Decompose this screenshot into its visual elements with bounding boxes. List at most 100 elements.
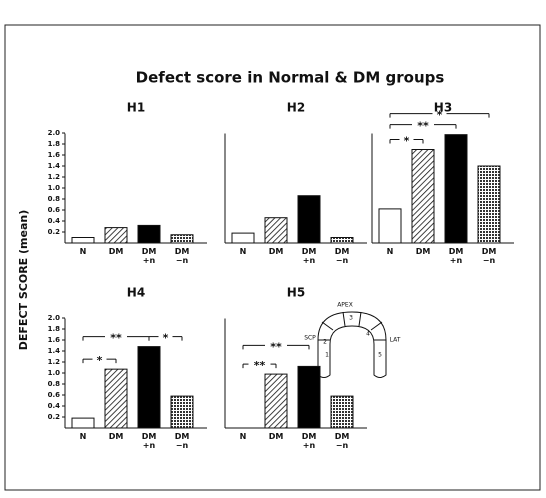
x-tick-label-box: N xyxy=(386,247,394,256)
bar xyxy=(170,395,194,429)
y-axis-label: DEFECT SCORE (mean) xyxy=(17,210,30,350)
y-tick-label: 1.0 xyxy=(48,369,61,377)
x-tick-label-box: N xyxy=(239,432,247,441)
bar xyxy=(71,417,95,429)
bar xyxy=(170,234,194,244)
significance: ** xyxy=(270,340,282,353)
bar xyxy=(477,165,501,244)
y-tick-label: 1.2 xyxy=(48,358,61,366)
y-tick-label: 0.6 xyxy=(48,206,61,214)
y-tick-label: 0.8 xyxy=(48,380,61,388)
bar xyxy=(231,232,255,244)
panel-title: H3 xyxy=(434,101,452,115)
significance: ** xyxy=(254,359,266,372)
x-tick-label-box: DM +n xyxy=(448,247,464,265)
x-tick-label: N xyxy=(79,247,87,256)
x-tick-label: DM −n xyxy=(174,247,190,265)
bar xyxy=(71,237,95,244)
x-tick-label: N xyxy=(239,432,247,441)
diagram-label: 5 xyxy=(378,352,382,359)
diagram-label: 3 xyxy=(349,315,353,322)
y-tick-label: 0.2 xyxy=(48,413,61,421)
y-tick-label: 1.8 xyxy=(48,140,61,148)
x-tick-label: DM xyxy=(108,247,124,256)
x-tick-label-box: DM +n xyxy=(141,247,157,265)
y-tick-label: 1.4 xyxy=(48,347,61,355)
significance: ** xyxy=(110,332,122,345)
x-tick-label-box: N xyxy=(80,432,87,441)
x-tick-label: DM +n xyxy=(141,247,157,265)
y-tick-label: 1.0 xyxy=(48,184,61,192)
x-tick-label-box: DM xyxy=(415,247,431,256)
frame xyxy=(4,24,541,491)
y-tick-label: 2.0 xyxy=(48,314,61,322)
y-tick-label: 1.6 xyxy=(48,151,61,159)
x-tick-label-box: N xyxy=(79,247,87,256)
bar xyxy=(104,227,128,244)
x-tick-label-box: DM +n xyxy=(301,432,317,450)
x-tick-label-box: DM −n xyxy=(174,247,190,265)
y-tick-label: 1.6 xyxy=(48,336,61,344)
significance: ** xyxy=(417,120,429,133)
y-tick-label: 0.4 xyxy=(48,217,61,225)
x-tick-label-box: DM xyxy=(108,247,124,256)
panel-title: H2 xyxy=(287,101,305,115)
x-tick-label: DM −n xyxy=(334,432,350,450)
x-tick-label-box: DM +n xyxy=(301,247,317,265)
y-tick-label: 0.4 xyxy=(48,402,61,410)
x-tick-label-box: DM −n xyxy=(174,432,190,450)
x-tick-label: DM xyxy=(108,432,124,441)
diagram-label: LAT xyxy=(390,337,401,344)
x-tick-label: DM −n xyxy=(334,247,350,265)
bar xyxy=(264,217,288,244)
bar xyxy=(297,365,321,429)
diagram-label: SCP xyxy=(304,335,316,342)
diagram-label: 1 xyxy=(325,352,329,359)
x-tick-label-box: N xyxy=(239,247,247,256)
diagram-label: 4 xyxy=(366,331,370,338)
x-tick-label: DM +n xyxy=(301,432,317,450)
y-tick-label: 1.8 xyxy=(48,325,61,333)
jaw-diagram xyxy=(317,311,387,378)
x-tick-label: DM +n xyxy=(141,432,157,450)
bar xyxy=(444,134,468,244)
significance: * xyxy=(404,135,410,148)
x-tick-label-box: DM +n xyxy=(141,432,157,450)
x-tick-label: DM xyxy=(268,247,284,256)
bar xyxy=(297,195,321,244)
bar xyxy=(264,373,288,429)
bar xyxy=(137,224,161,244)
panel-title: H4 xyxy=(127,286,145,300)
x-tick-label: DM xyxy=(268,432,284,441)
x-tick-label: DM +n xyxy=(301,247,317,265)
x-tick-label-box: DM −n xyxy=(334,432,350,450)
y-tick-label: 1.4 xyxy=(48,162,61,170)
y-tick-label: 0.6 xyxy=(48,391,61,399)
x-tick-label-box: DM xyxy=(268,247,284,256)
diagram-label: 2 xyxy=(323,339,327,346)
x-tick-label-box: DM −n xyxy=(481,247,497,265)
bar xyxy=(330,395,354,429)
x-tick-label: DM −n xyxy=(481,247,497,265)
x-tick-label: DM xyxy=(415,247,431,256)
figure-title: Defect score in Normal & DM groups xyxy=(136,69,445,87)
x-tick-label: DM −n xyxy=(174,432,190,450)
x-tick-label-box: DM xyxy=(108,432,124,441)
bar xyxy=(330,237,354,244)
x-tick-label: DM +n xyxy=(448,247,464,265)
x-tick-label: N xyxy=(386,247,394,256)
y-tick-label: 0.2 xyxy=(48,228,61,236)
significance: * xyxy=(163,332,169,345)
significance: * xyxy=(97,354,103,367)
panel-title: H5 xyxy=(287,286,305,300)
diagram-label: APEX xyxy=(337,302,353,309)
bar xyxy=(378,208,402,244)
x-tick-label-box: DM xyxy=(268,432,284,441)
panel-title: H1 xyxy=(127,101,145,115)
bar xyxy=(411,149,435,244)
x-tick-label: N xyxy=(239,247,247,256)
y-tick-label: 1.2 xyxy=(48,173,61,181)
bar xyxy=(137,346,161,429)
y-tick-label: 2.0 xyxy=(48,129,61,137)
